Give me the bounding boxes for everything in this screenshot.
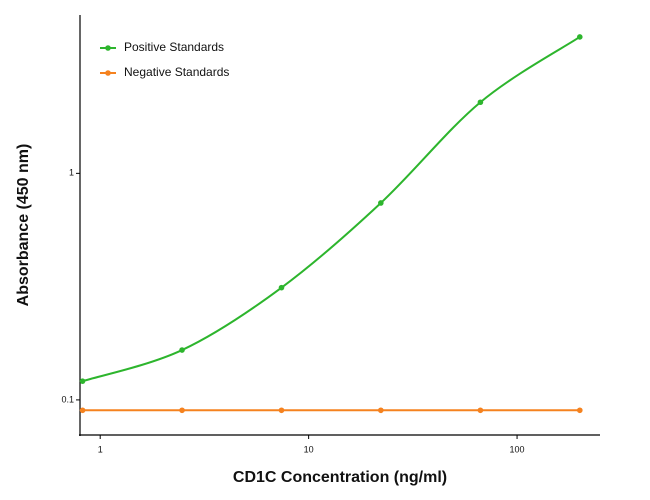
legend-label: Positive Standards	[124, 40, 224, 54]
legend-marker	[105, 45, 111, 51]
y-tick-label: 0.1	[61, 394, 74, 404]
data-point	[179, 347, 185, 353]
y-tick-label: 1	[69, 168, 74, 178]
data-point	[378, 200, 384, 206]
y-axis-title: Absorbance (450 nm)	[15, 144, 32, 307]
x-tick-label: 1	[98, 444, 103, 454]
data-point	[278, 407, 285, 414]
data-point	[79, 407, 86, 414]
data-point	[577, 34, 583, 40]
legend-label: Negative Standards	[124, 65, 229, 79]
data-point	[179, 407, 185, 414]
legend-marker	[105, 70, 111, 76]
series-line	[82, 36, 581, 383]
data-point	[577, 407, 583, 414]
x-tick-label: 100	[510, 444, 525, 454]
data-point	[79, 378, 86, 384]
x-axis-title: CD1C Concentration (ng/ml)	[233, 469, 447, 486]
data-point	[278, 284, 285, 291]
data-point	[477, 407, 484, 414]
x-tick-label: 10	[304, 444, 314, 454]
data-point	[477, 99, 484, 106]
data-point	[378, 407, 384, 414]
